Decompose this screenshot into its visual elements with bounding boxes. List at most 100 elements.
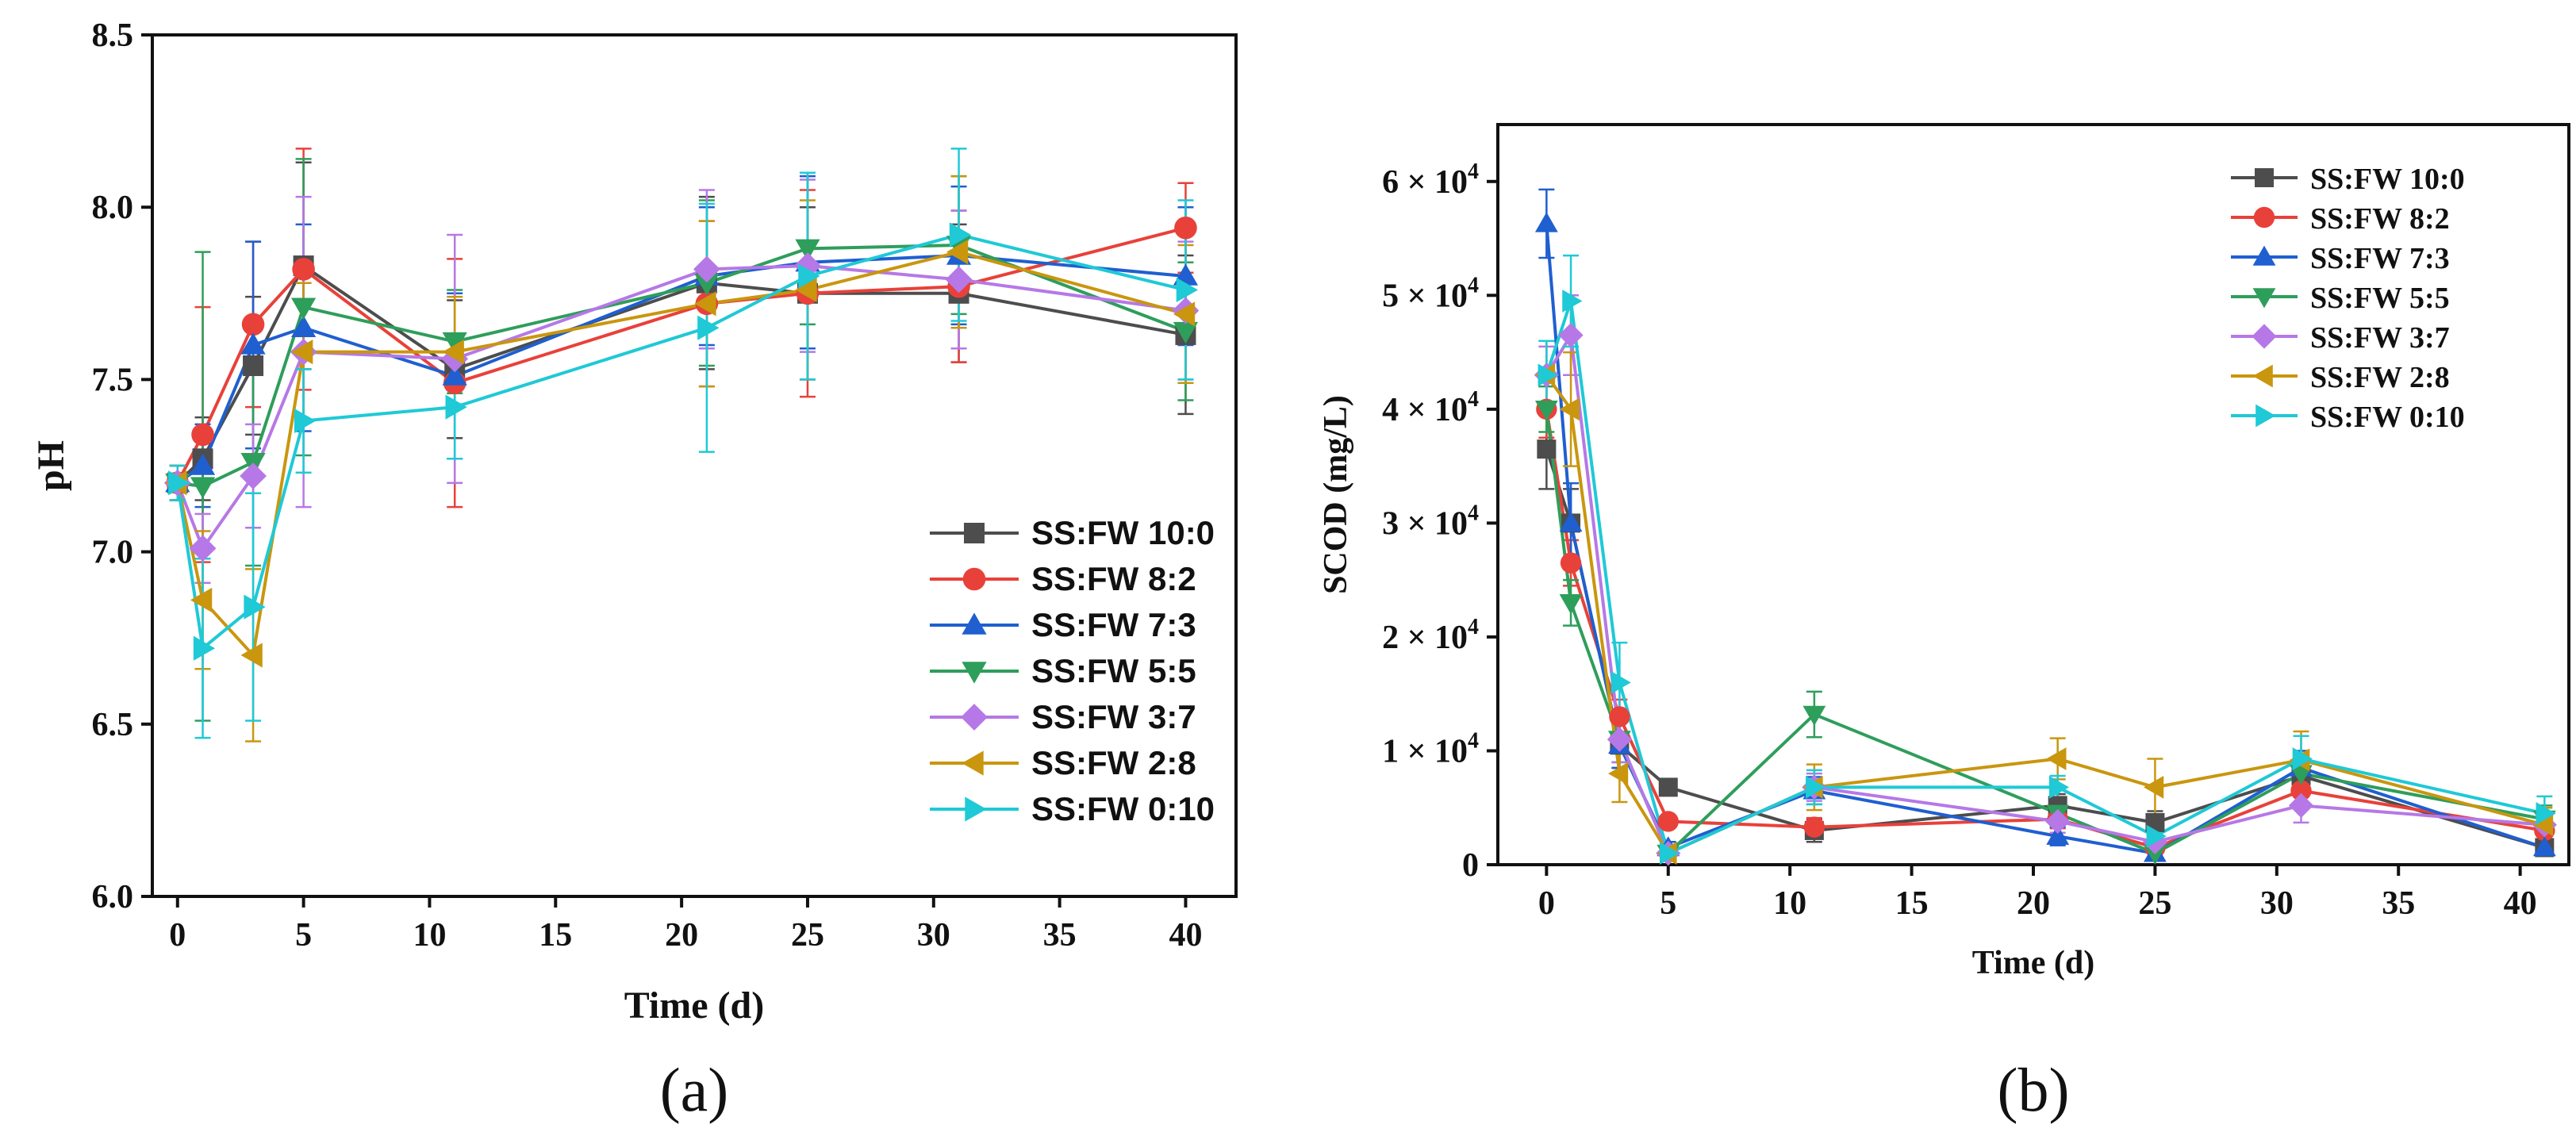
data-point: [1173, 321, 1199, 344]
data-point: [291, 315, 317, 337]
data-point: [2045, 808, 2071, 835]
data-point: [1538, 363, 1558, 387]
data-point: [1559, 594, 1583, 615]
x-tick-label: 20: [665, 917, 698, 954]
data-point: [2146, 824, 2167, 848]
data-point: [1174, 216, 1197, 240]
x-tick-label: 25: [2138, 885, 2171, 922]
data-point: [697, 315, 720, 340]
data-point: [190, 477, 216, 499]
legend-marker: [2255, 404, 2276, 428]
data-point: [1537, 439, 1557, 459]
plot-frame: [151, 33, 1238, 898]
data-point: [442, 340, 464, 365]
legend-label: SS:FW 5:5: [1031, 652, 1196, 689]
data-point: [442, 363, 467, 386]
legend-label: SS:FW 7:3: [1031, 606, 1196, 643]
legend-label: SS:FW 0:10: [1031, 790, 1215, 827]
data-point: [1658, 777, 1678, 797]
data-point: [2046, 824, 2070, 845]
legend-label: SS:FW 2:8: [1031, 744, 1196, 781]
legend-label: SS:FW 3:7: [1031, 698, 1196, 735]
data-point: [193, 635, 216, 661]
data-point: [1534, 212, 1558, 232]
data-point: [2532, 836, 2556, 857]
data-point: [2288, 793, 2314, 818]
y-tick-label: 3 × 104: [1382, 501, 1479, 542]
x-tick-label: 20: [2017, 885, 2050, 922]
data-point: [442, 332, 467, 355]
data-point: [2532, 813, 2554, 837]
legend-marker: [2252, 364, 2273, 388]
data-point: [2144, 844, 2167, 865]
y-axis-label: pH: [30, 440, 72, 491]
series-ss-fw-8-2: [169, 148, 1194, 563]
data-point: [291, 340, 313, 365]
data-point: [1803, 816, 1825, 838]
y-tick-label: 7.0: [92, 535, 134, 571]
data-point: [1562, 290, 1583, 313]
x-tick-label: 35: [2382, 885, 2415, 922]
data-point: [946, 240, 969, 265]
panel-label: (a): [660, 1055, 729, 1124]
x-tick-label: 5: [295, 917, 312, 954]
scod-chart-panel: 0 5 10 15 20 25 30 35 40 0 1 × 104 2 × 104 3 × 104 4 …: [1318, 123, 2570, 1124]
series-line: [1545, 409, 2545, 850]
x-tick-label: 15: [1895, 885, 1929, 922]
x-tick-label: 0: [1538, 885, 1555, 922]
data-point: [1607, 727, 1633, 752]
legend-marker: [2252, 288, 2276, 309]
y-tick-label: 1 × 104: [1382, 728, 1479, 769]
data-point: [241, 313, 265, 336]
y-tick-label: 6.0: [92, 879, 134, 915]
data-point: [168, 470, 190, 496]
data-point: [2290, 765, 2313, 785]
legend-label: SS:FW 10:0: [1031, 514, 1215, 551]
series-ss-fw-0-10: [169, 148, 1194, 739]
legend-marker: [962, 662, 987, 684]
x-tick-label: 5: [1660, 885, 1676, 922]
legend-marker: [964, 523, 985, 543]
y-tick-label: 6.5: [92, 707, 134, 743]
data-point: [1558, 322, 1584, 348]
data-point: [1176, 277, 1199, 303]
data-point: [798, 263, 820, 289]
legend-label: SS:FW 10:0: [2310, 163, 2465, 196]
data-point: [795, 239, 820, 261]
data-point: [240, 643, 263, 668]
x-tick-label: 0: [169, 917, 186, 954]
data-point: [945, 266, 973, 294]
legend-label: SS:FW 8:2: [1031, 560, 1196, 597]
data-point: [1610, 670, 1631, 694]
data-point: [1608, 762, 1629, 785]
data-point: [949, 222, 972, 248]
data-point: [1657, 811, 1679, 832]
data-point: [1559, 397, 1580, 421]
series-ss-fw-10-0: [169, 161, 1194, 501]
legend-label: SS:FW 5:5: [2310, 282, 2450, 315]
data-point: [1534, 401, 1558, 421]
legend-label: SS:FW 3:7: [2310, 321, 2450, 355]
data-point: [240, 462, 267, 489]
y-tick-label: 8.0: [92, 190, 134, 226]
legend-marker: [961, 704, 988, 731]
data-point: [190, 453, 216, 475]
data-point: [2536, 802, 2556, 825]
data-point: [693, 255, 720, 283]
x-tick-label: 15: [539, 917, 572, 954]
y-tick-label: 5 × 104: [1382, 273, 1479, 314]
data-point: [189, 535, 217, 562]
data-point: [1173, 301, 1196, 327]
legend-marker: [2252, 324, 2277, 349]
data-point: [795, 277, 817, 303]
x-tick-label: 40: [1169, 917, 1202, 954]
data-point: [2144, 775, 2164, 799]
legend-label: SS:FW 7:3: [2310, 242, 2450, 275]
series-line: [1545, 374, 2545, 856]
data-point: [445, 394, 467, 420]
panel-label: (b): [1998, 1055, 2070, 1124]
y-tick-label: 2 × 104: [1382, 615, 1479, 656]
data-point: [2290, 780, 2312, 801]
legend-label: SS:FW 0:10: [2310, 401, 2465, 434]
